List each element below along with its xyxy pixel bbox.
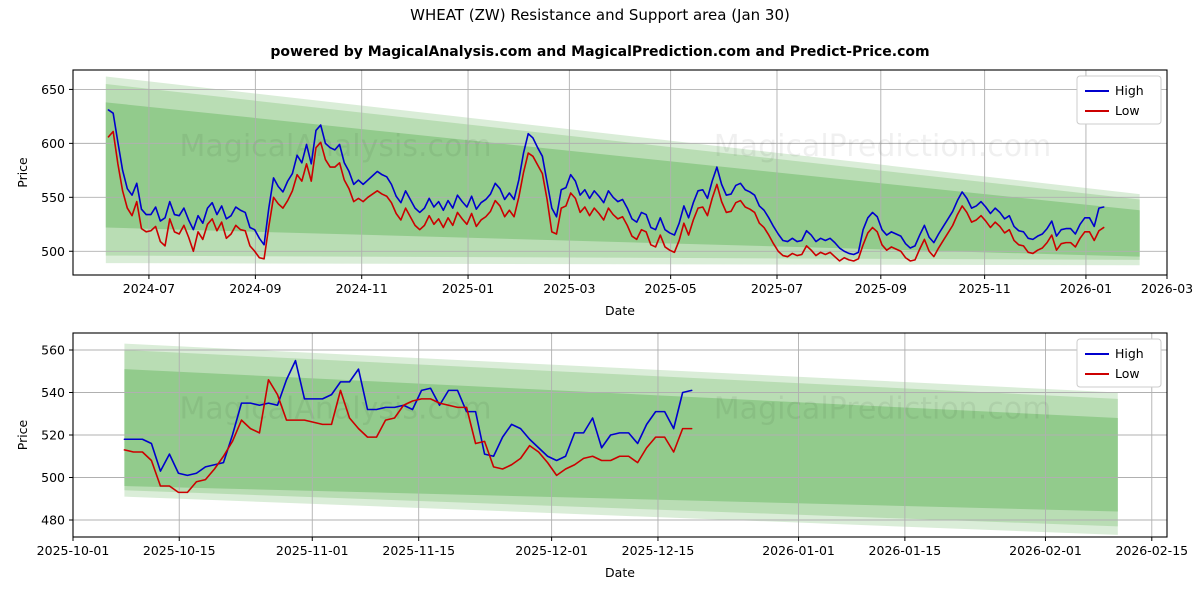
- xtick-label-7: 2026-01-15: [869, 543, 942, 558]
- legend-label-low: Low: [1115, 103, 1140, 118]
- xtick-label-9: 2026-02-15: [1115, 543, 1188, 558]
- legend-label-high: High: [1115, 346, 1144, 361]
- xtick-label-0: 2025-10-01: [37, 543, 110, 558]
- y-axis-label: Price: [15, 157, 30, 188]
- ytick-label-0: 480: [41, 513, 65, 528]
- chart-zoomed: MagicalAnalysis.com MagicalPrediction.com…: [15, 332, 1188, 580]
- legend-label-low: Low: [1115, 366, 1140, 381]
- ytick-label-0: 500: [41, 244, 65, 259]
- plot-frame: [72, 69, 1168, 276]
- xtick-label-2: 2024-11: [336, 281, 388, 296]
- ytick-label-2: 520: [41, 428, 65, 443]
- xtick-label-0: 2024-07: [123, 281, 175, 296]
- watermark-magicalanalysis: MagicalAnalysis.com: [180, 129, 492, 164]
- series-low: [123, 378, 693, 494]
- page-title: WHEAT (ZW) Resistance and Support area (…: [410, 6, 790, 24]
- watermark-magicalprediction: MagicalPrediction.com: [714, 392, 1052, 427]
- ytick-label-2: 600: [41, 136, 65, 151]
- xtick-label-6: 2025-07: [751, 281, 803, 296]
- ytick-label-4: 560: [41, 343, 65, 358]
- xtick-label-3: 2025-01: [442, 281, 494, 296]
- xtick-label-5: 2025-05: [645, 281, 697, 296]
- xtick-label-6: 2026-01-01: [762, 543, 835, 558]
- x-axis-label: Date: [605, 303, 635, 318]
- x-axis-label: Date: [605, 565, 635, 580]
- xtick-label-8: 2026-02-01: [1009, 543, 1082, 558]
- xtick-label-1: 2024-09: [229, 281, 281, 296]
- xtick-label-7: 2025-09: [855, 281, 907, 296]
- page-subtitle: powered by MagicalAnalysis.com and Magic…: [270, 44, 930, 60]
- legend-zoomed: High Low: [1076, 338, 1162, 388]
- ytick-label-3: 650: [41, 82, 65, 97]
- watermark-magicalprediction: MagicalPrediction.com: [714, 129, 1052, 164]
- series-low: [107, 130, 1105, 262]
- ytick-label-3: 540: [41, 385, 65, 400]
- xtick-label-2: 2025-11-01: [276, 543, 349, 558]
- xtick-label-9: 2026-01: [1060, 281, 1112, 296]
- xtick-label-8: 2025-11: [959, 281, 1011, 296]
- xtick-label-10: 2026-03: [1141, 281, 1193, 296]
- ytick-label-1: 500: [41, 470, 65, 485]
- xtick-label-1: 2025-10-15: [143, 543, 216, 558]
- legend-label-high: High: [1115, 83, 1144, 98]
- xtick-label-3: 2025-11-15: [382, 543, 455, 558]
- ytick-label-1: 550: [41, 190, 65, 205]
- y-axis-label: Price: [15, 419, 30, 450]
- legend-overview: High Low: [1076, 75, 1162, 125]
- support-resistance-band-inner: [124, 369, 1118, 512]
- xtick-label-5: 2025-12-15: [622, 543, 695, 558]
- series-high: [107, 109, 1105, 256]
- chart-overview: MagicalAnalysis.com MagicalPrediction.com…: [15, 69, 1193, 318]
- xtick-label-4: 2025-03: [543, 281, 595, 296]
- xtick-label-4: 2025-12-01: [515, 543, 588, 558]
